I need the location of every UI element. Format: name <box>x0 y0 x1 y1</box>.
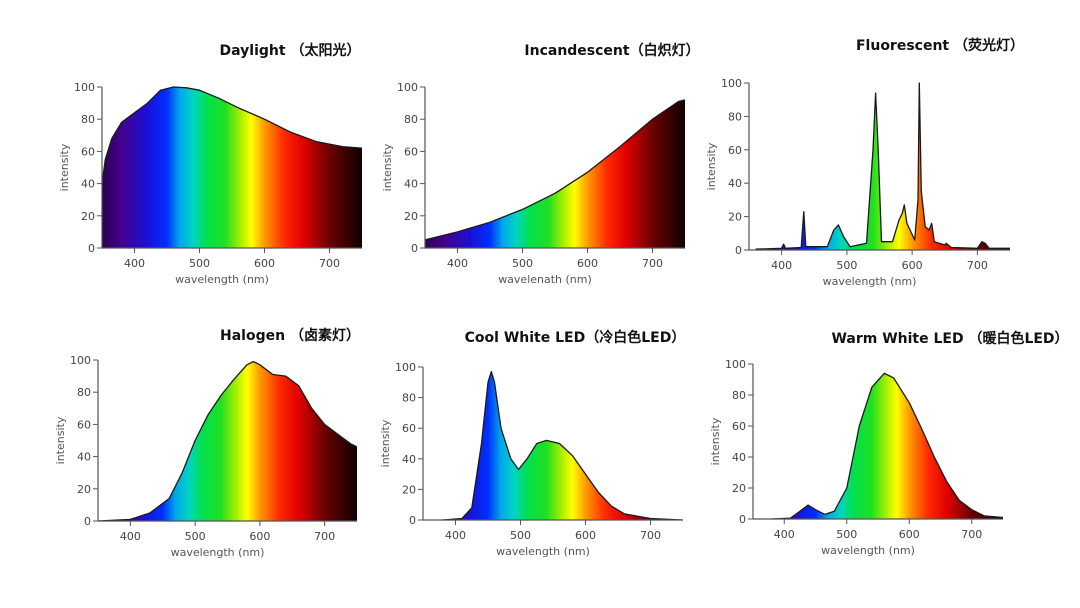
y-tick-label: 40 <box>404 178 418 191</box>
spectrum-area <box>771 373 1003 519</box>
y-tick-label: 80 <box>404 113 418 126</box>
x-tick-label: 600 <box>902 259 923 272</box>
spectrum-panel-2: Incandescent（白炽灯） 0 20 40 60 80 100 400 500 600 70… <box>381 42 700 286</box>
x-tick-label: 700 <box>967 259 988 272</box>
panel-title: Cool White LED（冷白色LED） <box>465 329 686 346</box>
spectrum-panel-1: Daylight （太阳光） 0 20 40 60 80 100 400 500 600 700 wa… <box>58 42 363 286</box>
y-axis-label: intensity <box>379 419 392 467</box>
y-tick-label: 80 <box>81 113 95 126</box>
x-axis-label: wavelength (nm) <box>171 546 265 559</box>
y-tick-label: 100 <box>74 81 95 94</box>
y-tick-label: 20 <box>77 483 91 496</box>
x-tick-label: 500 <box>189 257 210 270</box>
y-tick-label: 100 <box>395 361 416 374</box>
x-tick-label: 600 <box>577 257 598 270</box>
x-tick-label: 500 <box>836 528 857 541</box>
y-tick-label: 80 <box>402 392 416 405</box>
y-tick-label: 40 <box>728 177 742 190</box>
y-tick-label: 80 <box>77 386 91 399</box>
y-tick-label: 60 <box>728 144 742 157</box>
panel-title: Daylight （太阳光） <box>220 42 361 59</box>
spectrum-area <box>755 83 1010 250</box>
y-tick-label: 20 <box>404 210 418 223</box>
spectrum-curve <box>771 372 1004 520</box>
y-tick-label: 0 <box>409 514 416 527</box>
x-tick-label: 600 <box>254 257 275 270</box>
x-tick-label: 500 <box>510 529 531 542</box>
y-tick-label: 60 <box>77 418 91 431</box>
y-axis-label: intensity <box>54 416 67 464</box>
y-tick-label: 100 <box>70 354 91 367</box>
spectrum-panel-3: Fluorescent （荧光灯） 0 20 40 60 80 100 400 500 600 70… <box>705 37 1024 288</box>
spectrum-panel-6: Warm White LED （暖白色LED） 0 20 40 60 80 100 400 50… <box>709 330 1069 557</box>
y-tick-label: 40 <box>77 451 91 464</box>
panel-title: Halogen （卤素灯） <box>220 327 360 344</box>
x-tick-label: 700 <box>314 530 335 543</box>
y-tick-label: 100 <box>725 358 746 371</box>
y-tick-label: 60 <box>732 420 746 433</box>
spectrum-area <box>102 87 362 248</box>
spectrum-area <box>425 99 685 249</box>
y-axis-label: intensity <box>58 143 71 191</box>
x-tick-label: 700 <box>642 257 663 270</box>
y-tick-label: 100 <box>397 81 418 94</box>
spectrum-panel-5: Cool White LED（冷白色LED） 0 20 40 60 80 100 400 500… <box>379 329 685 558</box>
x-tick-label: 500 <box>185 530 206 543</box>
y-tick-label: 0 <box>84 515 91 528</box>
y-axis-label: intensity <box>705 142 718 190</box>
x-tick-label: 400 <box>124 257 145 270</box>
y-tick-label: 0 <box>735 244 742 257</box>
y-tick-label: 0 <box>739 513 746 526</box>
x-axis-label: wavelenath (nm) <box>498 273 592 286</box>
y-tick-label: 20 <box>732 482 746 495</box>
x-tick-label: 700 <box>640 529 661 542</box>
spectrum-curve <box>97 360 358 522</box>
y-tick-label: 60 <box>404 145 418 158</box>
spectrum-curve <box>755 82 1010 250</box>
y-tick-label: 100 <box>721 77 742 90</box>
x-axis-label: wavelength (nm) <box>821 544 915 557</box>
x-tick-label: 400 <box>445 529 466 542</box>
x-tick-label: 500 <box>512 257 533 270</box>
x-tick-label: 700 <box>961 528 982 541</box>
spectrum-curve <box>442 370 684 521</box>
x-axis-label: wavelength (nm) <box>823 275 917 288</box>
spectrum-area <box>442 371 683 520</box>
y-axis-label: intensity <box>381 143 394 191</box>
panel-title: Incandescent（白炽灯） <box>524 42 699 59</box>
spectrum-panel-4: Halogen （卤素灯） 0 20 40 60 80 100 400 500 600 700 wav… <box>54 327 360 559</box>
x-tick-label: 400 <box>447 257 468 270</box>
y-tick-label: 80 <box>728 110 742 123</box>
x-axis-label: wavelength (nm) <box>496 545 590 558</box>
y-tick-label: 20 <box>728 211 742 224</box>
x-axis-label: wavelength (nm) <box>175 273 269 286</box>
y-tick-label: 40 <box>81 178 95 191</box>
y-tick-label: 20 <box>402 483 416 496</box>
y-tick-label: 40 <box>732 451 746 464</box>
y-tick-label: 60 <box>402 422 416 435</box>
panel-title: Warm White LED （暖白色LED） <box>831 330 1068 347</box>
x-tick-label: 600 <box>899 528 920 541</box>
x-tick-label: 400 <box>771 259 792 272</box>
x-tick-label: 600 <box>575 529 596 542</box>
spectrum-curve <box>424 99 686 241</box>
x-tick-label: 500 <box>836 259 857 272</box>
x-tick-label: 700 <box>319 257 340 270</box>
y-tick-label: 0 <box>411 242 418 255</box>
x-tick-label: 400 <box>120 530 141 543</box>
x-tick-label: 400 <box>774 528 795 541</box>
y-tick-label: 40 <box>402 453 416 466</box>
x-tick-label: 600 <box>249 530 270 543</box>
spectrum-area <box>98 361 357 521</box>
y-tick-label: 0 <box>88 242 95 255</box>
y-axis-label: intensity <box>709 417 722 465</box>
y-tick-label: 80 <box>732 389 746 402</box>
y-tick-label: 60 <box>81 145 95 158</box>
y-tick-label: 20 <box>81 210 95 223</box>
spectrum-curve <box>101 86 363 184</box>
panel-title: Fluorescent （荧光灯） <box>856 37 1024 54</box>
